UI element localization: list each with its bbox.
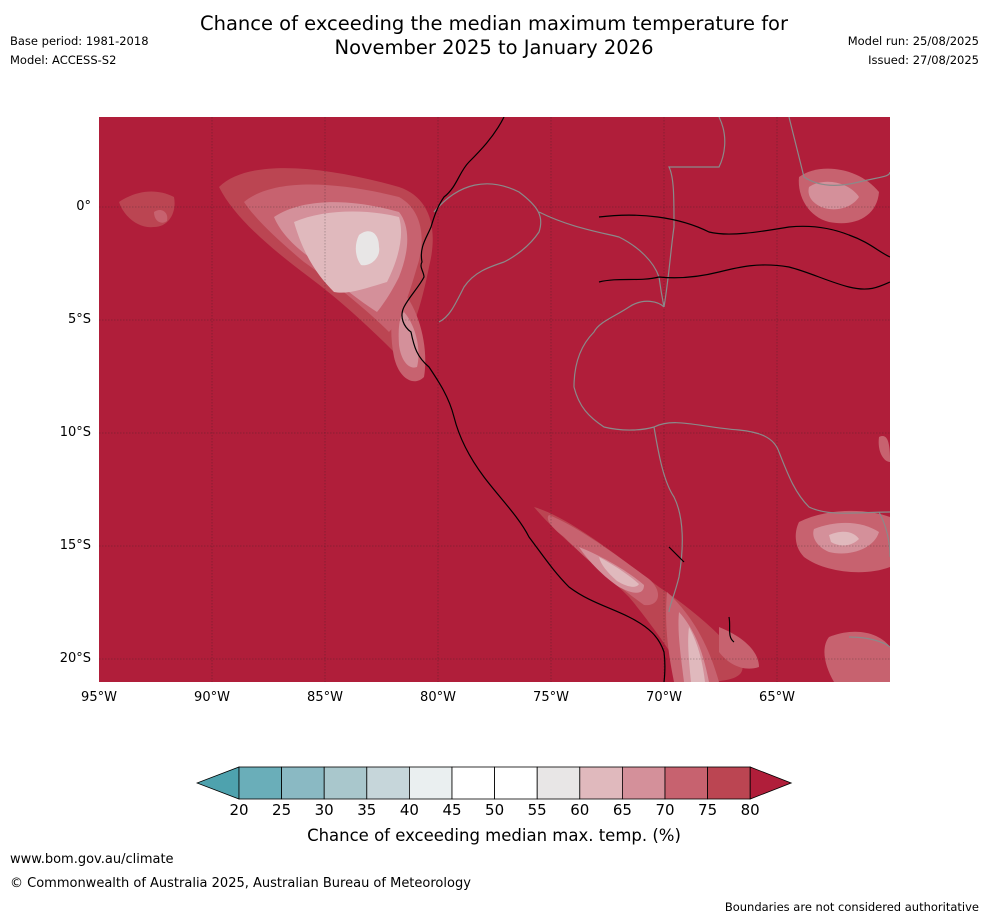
- map-title: Chance of exceeding the median maximum t…: [0, 12, 988, 60]
- colorbar-label: Chance of exceeding median max. temp. (%…: [307, 826, 681, 845]
- lon-label-70w: 70°W: [646, 690, 682, 705]
- lat-label-5s: 5°S: [67, 312, 91, 327]
- model-run: Model run: 25/08/2025: [847, 34, 979, 48]
- map-background: [99, 117, 890, 682]
- colorbar-cell: [408, 766, 453, 800]
- coastal-anomaly: [391, 287, 426, 382]
- lon-label-80w: 80°W: [420, 690, 456, 705]
- lat-label-15s: 15°S: [59, 538, 91, 553]
- lon-label-75w: 75°W: [533, 690, 569, 705]
- meta-right: Model run: 25/08/2025 Issued: 27/08/2025: [848, 32, 979, 70]
- colorbar-tick: 20: [229, 801, 249, 819]
- probability-map: [99, 117, 890, 682]
- altiplano-anomaly: [534, 507, 759, 682]
- colorbar-tick: 55: [527, 801, 547, 819]
- issued-date: Issued: 27/08/2025: [868, 53, 979, 67]
- graticule: [99, 117, 890, 682]
- colorbar-tick: 35: [357, 801, 377, 819]
- colorbar: [196, 766, 793, 800]
- colorbar-cell: [579, 766, 623, 800]
- colorbar-tick: 70: [655, 801, 675, 819]
- lat-label-20s: 20°S: [59, 651, 91, 666]
- lon-label-65w: 65°W: [759, 690, 795, 705]
- colorbar-tick: 50: [485, 801, 505, 819]
- base-period: Base period: 1981-2018: [10, 34, 149, 48]
- colorbar-cell: [323, 766, 368, 800]
- country-borders: [433, 117, 890, 648]
- footer-copyright: © Commonwealth of Australia 2025, Austra…: [10, 876, 471, 891]
- colorbar-tick: 75: [698, 801, 718, 819]
- lat-label-10s: 10°S: [59, 425, 91, 440]
- colorbar-cell: [451, 766, 495, 800]
- colorbar-tick: 60: [570, 801, 590, 819]
- lon-label-90w: 90°W: [194, 690, 230, 705]
- lat-label-0: 0°: [76, 199, 91, 214]
- title-line-1: Chance of exceeding the median maximum t…: [199, 12, 789, 35]
- colorbar-tick: 80: [740, 801, 760, 819]
- colorbar-cell: [536, 766, 581, 800]
- colorbar-tick: 65: [612, 801, 632, 819]
- coastline: [401, 117, 890, 682]
- colorbar-tick: 30: [314, 801, 334, 819]
- colorbar-cell: [664, 766, 708, 800]
- lon-label-85w: 85°W: [307, 690, 343, 705]
- colorbar-cell: [621, 766, 666, 800]
- colorbar-extend-low: [196, 766, 240, 800]
- model-name: Model: ACCESS-S2: [10, 53, 117, 67]
- colorbar-cell: [281, 766, 325, 800]
- lon-label-95w: 95°W: [81, 690, 117, 705]
- colorbar-cell: [366, 766, 410, 800]
- footer-url: www.bom.gov.au/climate: [10, 852, 174, 867]
- colorbar-cell: [238, 766, 282, 800]
- offshore-anomaly: [119, 168, 433, 357]
- colorbar-cell: [494, 766, 538, 800]
- colorbar-cell: [707, 766, 751, 800]
- footer-note: Boundaries are not considered authoritat…: [724, 900, 979, 914]
- colorbar-tick: 45: [442, 801, 462, 819]
- meta-left: Base period: 1981-2018 Model: ACCESS-S2: [10, 32, 149, 70]
- title-line-2: November 2025 to January 2026: [334, 36, 654, 59]
- colorbar-tick: 25: [272, 801, 292, 819]
- colorbar-tick: 40: [399, 801, 419, 819]
- colorbar-extend-high: [749, 766, 793, 800]
